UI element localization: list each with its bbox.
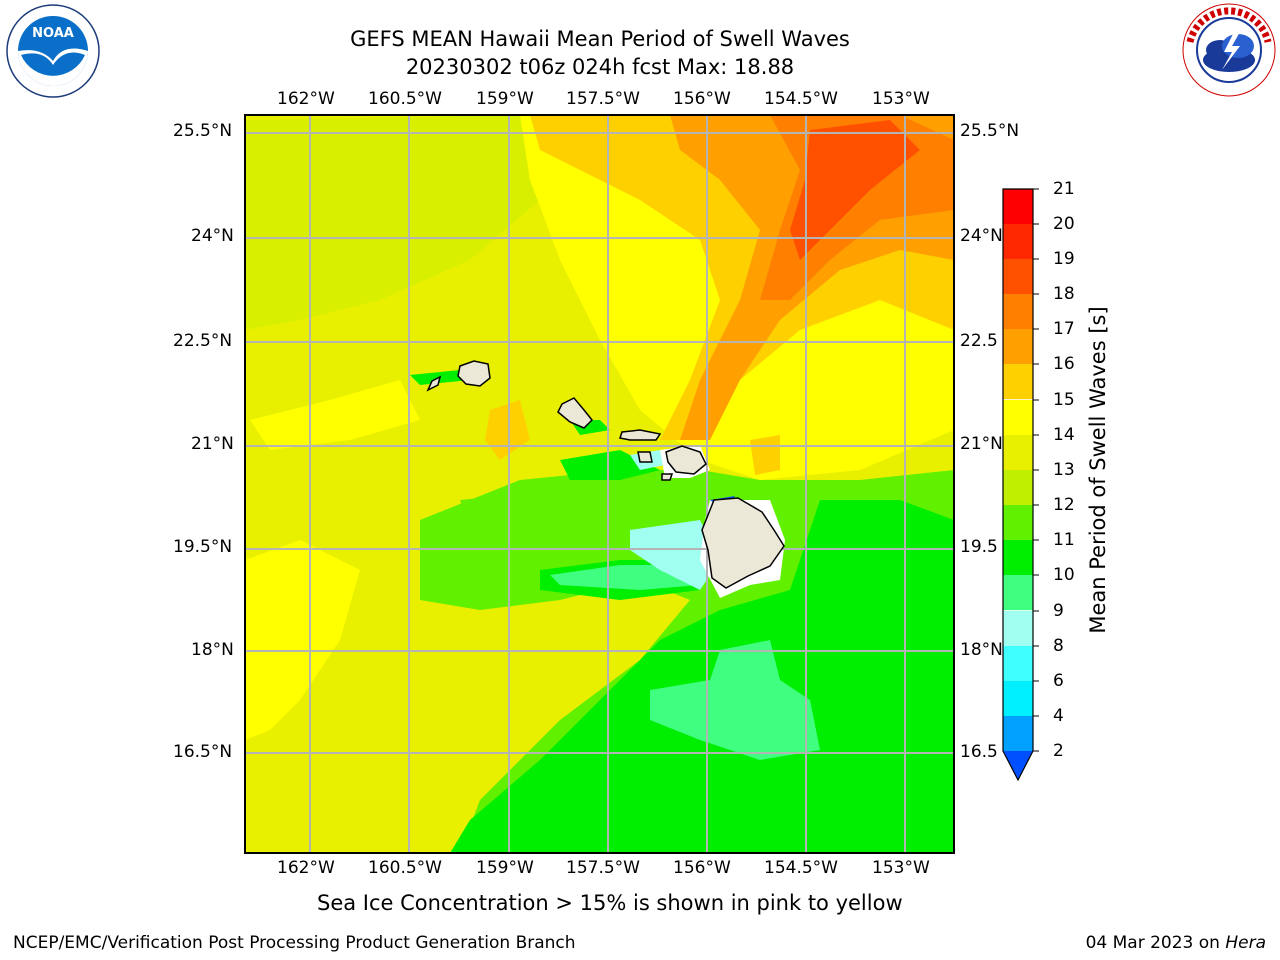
colorbar-tick: 16	[1053, 354, 1075, 374]
lat-label-right: 21°N	[960, 434, 1003, 454]
colorbar-tick: 10	[1053, 565, 1075, 585]
map-title: GEFS MEAN Hawaii Mean Period of Swell Wa…	[350, 27, 850, 51]
lon-label-top: 157.5°W	[566, 89, 640, 109]
lat-label-left: 18°N	[191, 640, 234, 660]
island-oahu	[557, 397, 594, 429]
lon-label-top: 153°W	[872, 89, 930, 109]
colorbar-swatch-11	[1003, 540, 1033, 576]
sea-ice-caption: Sea Ice Concentration > 15% is shown in …	[317, 891, 903, 915]
colorbar-tick: 8	[1053, 636, 1064, 656]
lat-label-right: 24°N	[960, 226, 1003, 246]
colorbar-swatches	[1003, 189, 1033, 780]
footer-date-text: 04 Mar 2023 on	[1085, 933, 1226, 953]
lat-label-right: 19.5	[960, 537, 998, 557]
map-fields	[245, 115, 954, 853]
graticule	[245, 115, 954, 853]
colorbar-swatch-10	[1003, 575, 1033, 611]
colorbar-tick: 19	[1053, 249, 1075, 269]
noaa-logo-icon: NOAA	[6, 4, 100, 98]
colorbar-tick: 11	[1053, 530, 1075, 550]
footer-producer: NCEP/EMC/Verification Post Processing Pr…	[13, 933, 576, 953]
lat-label-left: 25.5°N	[173, 121, 233, 141]
colorbar-swatch-12	[1003, 505, 1033, 541]
lat-label-right: 25.5°N	[960, 121, 1020, 141]
lat-label-right: 16.5	[960, 742, 998, 762]
island-kahoolawe	[661, 473, 674, 481]
colorbar-tick: 9	[1053, 601, 1064, 621]
colorbar-swatch-13	[1003, 470, 1033, 506]
lat-label-left: 16.5°N	[173, 742, 233, 762]
lon-label-bottom: 153°W	[872, 858, 930, 878]
colorbar-swatch-8	[1003, 646, 1033, 682]
nws-logo-icon	[1182, 3, 1276, 97]
colorbar-swatch-17	[1003, 329, 1033, 365]
colorbar-swatch-21	[1003, 189, 1033, 225]
colorbar-label: Mean Period of Swell Waves [s]	[1086, 306, 1110, 634]
map-frame	[244, 114, 955, 854]
colorbar-swatch-20	[1003, 224, 1033, 260]
lon-label-top: 156°W	[673, 89, 731, 109]
lon-label-top: 159°W	[476, 89, 534, 109]
lon-label-bottom: 157.5°W	[566, 858, 640, 878]
colorbar-tick: 13	[1053, 460, 1075, 480]
colorbar-swatch-6	[1003, 681, 1033, 717]
colorbar-tick: 21	[1053, 179, 1075, 199]
colorbar-tick: 12	[1053, 495, 1075, 515]
island-maui	[665, 445, 707, 475]
lon-label-top: 162°W	[277, 89, 335, 109]
island-molokai	[619, 429, 662, 441]
colorbar-swatch-19	[1003, 259, 1033, 295]
nws-logo	[1180, 2, 1278, 98]
colorbar-swatch-15	[1003, 400, 1033, 436]
lon-label-top: 160.5°W	[368, 89, 442, 109]
colorbar-tick: 4	[1053, 706, 1064, 726]
lon-label-bottom: 162°W	[277, 858, 335, 878]
lat-label-left: 19.5°N	[173, 537, 233, 557]
noaa-logo: NOAA	[3, 3, 103, 99]
colorbar-swatch-18	[1003, 294, 1033, 330]
island-hawaii	[701, 497, 785, 589]
island-kauai	[457, 360, 491, 387]
lat-label-left: 24°N	[191, 226, 234, 246]
island-lanai	[637, 451, 653, 463]
colorbar	[1002, 188, 1039, 782]
colorbar-tick: 6	[1053, 671, 1064, 691]
footer-host: Hera	[1225, 933, 1266, 953]
colorbar-swatch-4	[1003, 716, 1033, 752]
colorbar-tick: 2	[1053, 741, 1064, 761]
lon-label-bottom: 154.5°W	[764, 858, 838, 878]
island-niihau	[426, 375, 442, 392]
lat-label-right: 18°N	[960, 640, 1003, 660]
lat-label-right: 22.5	[960, 331, 998, 351]
lon-label-top: 154.5°W	[764, 89, 838, 109]
colorbar-tick: 15	[1053, 390, 1075, 410]
colorbar-tick: 18	[1053, 284, 1075, 304]
lon-label-bottom: 160.5°W	[368, 858, 442, 878]
map-subtitle: 20230302 t06z 024h fcst Max: 18.88	[405, 55, 795, 79]
svg-text:NOAA: NOAA	[32, 26, 74, 41]
colorbar-tick: 20	[1053, 214, 1075, 234]
colorbar-swatch-14	[1003, 435, 1033, 471]
hawaiian-islands	[426, 360, 785, 589]
lat-label-left: 22.5°N	[173, 331, 233, 351]
colorbar-tick: 14	[1053, 425, 1075, 445]
footer-date: 04 Mar 2023 on Hera	[1086, 933, 1266, 953]
colorbar-tick: 17	[1053, 319, 1075, 339]
lon-label-bottom: 156°W	[673, 858, 731, 878]
colorbar-swatch-16	[1003, 364, 1033, 400]
lat-label-left: 21°N	[191, 434, 234, 454]
lon-label-bottom: 159°W	[476, 858, 534, 878]
colorbar-swatch-9	[1003, 611, 1033, 647]
colorbar-extend-arrow	[1003, 751, 1033, 780]
